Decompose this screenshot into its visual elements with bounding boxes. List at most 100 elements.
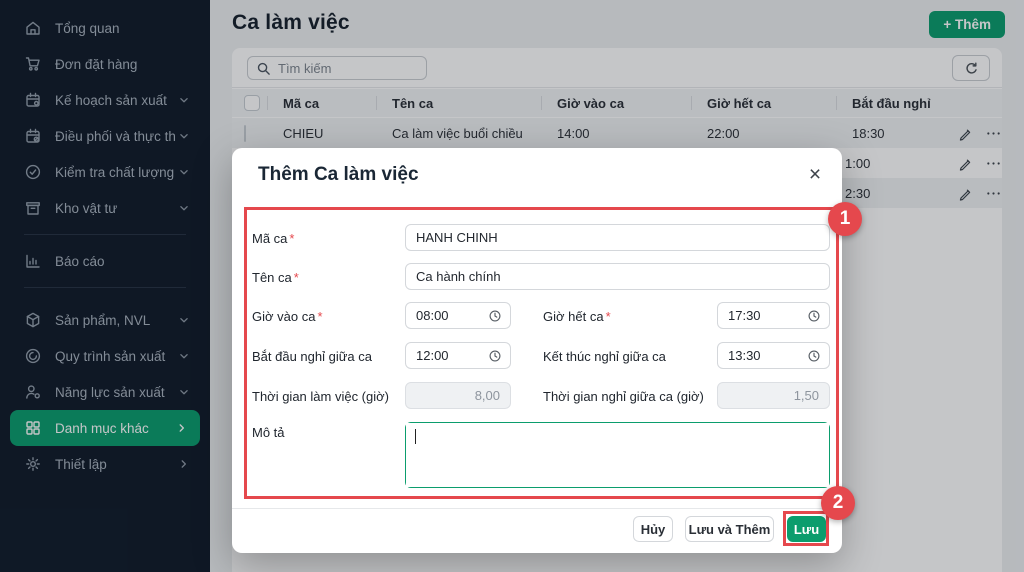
sidebar-item-danh-muc-khac[interactable]: Danh mục khác <box>10 410 200 446</box>
sidebar-item-label: Sản phẩm, NVL <box>55 312 151 328</box>
quality-check-icon <box>24 163 42 181</box>
gio-het-ca-input[interactable]: 17:30 <box>717 302 830 329</box>
calendar-plan-icon <box>24 91 42 109</box>
field-label-thoi-gian-nghi: Thời gian nghỉ giữa ca (giờ) <box>543 389 704 404</box>
annotation-step-1: 1 <box>828 202 862 236</box>
mo-ta-textarea[interactable] <box>406 423 829 487</box>
sidebar-item-label: Thiết lập <box>55 456 107 472</box>
table-row[interactable]: CHIEU Ca làm việc buổi chiều 14:00 22:00… <box>232 118 1002 148</box>
refresh-button[interactable] <box>952 55 990 81</box>
required-mark: * <box>317 309 323 324</box>
column-header-gio-het-ca[interactable]: Giờ hết ca <box>691 89 852 117</box>
ket-thuc-nghi-input[interactable]: 13:30 <box>717 342 830 369</box>
add-shift-modal: Thêm Ca làm việc × Mã ca* Tên ca* Giờ và… <box>232 148 842 553</box>
more-actions-icon[interactable] <box>986 126 1002 141</box>
sidebar-item-label: Quy trình sản xuất <box>55 348 166 364</box>
chevron-down-icon <box>176 164 192 180</box>
clock-icon <box>807 309 821 323</box>
sidebar-item-label: Kế hoạch sản xuất <box>55 92 167 108</box>
sidebar-item-label: Điều phối và thực thi <box>55 128 176 144</box>
sidebar-item-bao-cao[interactable]: Báo cáo <box>0 243 210 279</box>
sidebar: Tổng quan Đơn đặt hàng Kế hoạch sản xuất… <box>0 0 210 572</box>
clock-icon <box>807 349 821 363</box>
sidebar-item-dieu-phoi-va-thuc-thi[interactable]: Điều phối và thực thi <box>0 118 210 154</box>
select-all-checkbox[interactable] <box>244 95 260 111</box>
cell-bat-dau-nghi: 2:30 <box>845 185 871 201</box>
sidebar-item-nang-luc-san-xuat[interactable]: Năng lực sản xuất <box>0 374 210 410</box>
required-mark: * <box>605 309 611 324</box>
field-label-thoi-gian-lam-viec: Thời gian làm việc (giờ) <box>252 389 389 404</box>
mo-ta-textarea-wrap <box>405 422 830 488</box>
table-toolbar <box>232 48 1002 88</box>
more-actions-icon[interactable] <box>986 156 1002 171</box>
cancel-button[interactable]: Hủy <box>633 516 673 542</box>
category-grid-icon <box>24 419 42 437</box>
sidebar-item-tong-quan[interactable]: Tổng quan <box>0 10 210 46</box>
ten-ca-input[interactable] <box>405 263 830 290</box>
calendar-execute-icon <box>24 127 42 145</box>
gio-vao-ca-input[interactable]: 08:00 <box>405 302 511 329</box>
required-mark: * <box>289 231 295 246</box>
column-header-gio-vao-ca[interactable]: Giờ vào ca <box>541 89 707 117</box>
sidebar-divider <box>24 287 186 288</box>
search-box[interactable] <box>247 56 427 80</box>
sidebar-item-ke-hoach-san-xuat[interactable]: Kế hoạch sản xuất <box>0 82 210 118</box>
add-button[interactable]: + Thêm <box>929 11 1005 38</box>
sidebar-item-thiet-lap[interactable]: Thiết lập <box>0 446 210 482</box>
sidebar-item-label: Đơn đặt hàng <box>55 56 138 72</box>
column-header-ma-ca[interactable]: Mã ca <box>267 89 392 117</box>
warehouse-icon <box>24 199 42 217</box>
chevron-right-icon <box>174 420 190 436</box>
close-icon[interactable]: × <box>808 162 822 186</box>
sidebar-item-label: Năng lực sản xuất <box>55 384 165 400</box>
sidebar-item-label: Tổng quan <box>55 20 120 36</box>
edit-pencil-icon[interactable] <box>958 156 986 171</box>
chevron-down-icon <box>176 312 192 328</box>
clock-icon <box>488 349 502 363</box>
chevron-down-icon <box>176 384 192 400</box>
cell-gio-vao-ca: 14:00 <box>557 125 590 141</box>
annotation-step-2: 2 <box>821 486 855 520</box>
thoi-gian-lam-viec-value: 8,00 <box>405 382 511 409</box>
sidebar-item-label: Báo cáo <box>55 253 105 269</box>
search-input[interactable] <box>278 60 418 76</box>
edit-pencil-icon[interactable] <box>958 126 986 141</box>
sidebar-item-don-dat-hang[interactable]: Đơn đặt hàng <box>0 46 210 82</box>
edit-pencil-icon[interactable] <box>958 186 986 201</box>
sidebar-item-quy-trinh-san-xuat[interactable]: Quy trình sản xuất <box>0 338 210 374</box>
row-checkbox[interactable] <box>244 124 246 142</box>
refresh-icon <box>964 61 979 76</box>
sidebar-item-label: Kho vật tư <box>55 200 118 216</box>
field-label-ten-ca: Tên ca * <box>252 270 299 285</box>
report-icon <box>24 252 42 270</box>
search-icon <box>256 61 271 76</box>
cell-bat-dau-nghi: 1:00 <box>845 155 871 171</box>
chevron-down-icon <box>176 92 192 108</box>
settings-gear-icon <box>24 455 42 473</box>
sidebar-item-kho-vat-tu[interactable]: Kho vật tư <box>0 190 210 226</box>
required-mark: * <box>293 270 299 285</box>
field-label-bat-dau-nghi: Bắt đầu nghỉ giữa ca <box>252 349 373 364</box>
column-header-bat-dau-nghi[interactable]: Bắt đầu nghỉ <box>836 89 958 117</box>
sidebar-item-label: Danh mục khác <box>55 420 149 436</box>
sidebar-item-san-pham-nvl[interactable]: Sản phẩm, NVL <box>0 302 210 338</box>
field-label-mo-ta: Mô tả <box>252 425 285 440</box>
save-and-add-button[interactable]: Lưu và Thêm <box>685 516 774 542</box>
more-actions-icon[interactable] <box>986 186 1002 201</box>
field-label-gio-het-ca: Giờ hết ca * <box>543 309 611 324</box>
home-icon <box>24 19 42 37</box>
save-button[interactable]: Lưu <box>787 516 826 542</box>
table-header: Mã ca Tên ca Giờ vào ca Giờ hết ca Bắt đ… <box>232 89 1002 117</box>
page-title: Ca làm việc <box>232 11 350 34</box>
chevron-down-icon <box>176 128 192 144</box>
cell-bat-dau-nghi: 18:30 <box>852 125 885 141</box>
thoi-gian-nghi-value: 1,50 <box>717 382 830 409</box>
column-header-ten-ca[interactable]: Tên ca <box>376 89 557 117</box>
bat-dau-nghi-input[interactable]: 12:00 <box>405 342 511 369</box>
ma-ca-input[interactable] <box>405 224 830 251</box>
field-label-ket-thuc-nghi: Kết thúc nghỉ giữa ca <box>543 349 666 364</box>
cell-ten-ca: Ca làm việc buổi chiều <box>392 125 523 141</box>
sidebar-item-kiem-tra-chat-luong[interactable]: Kiểm tra chất lượng <box>0 154 210 190</box>
chevron-down-icon <box>176 348 192 364</box>
modal-title: Thêm Ca làm việc <box>258 164 419 185</box>
